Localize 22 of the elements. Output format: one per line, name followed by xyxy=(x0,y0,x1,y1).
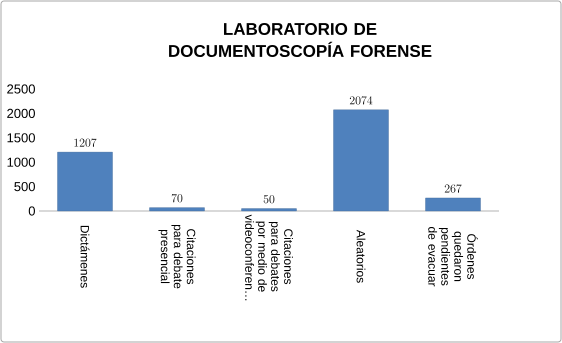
y-tick-label: 0 xyxy=(28,206,35,216)
data-label: 267 xyxy=(444,184,462,193)
chart-title: LABORATORIO DE DOCUMENTOSCOPÍA FORENSE xyxy=(169,22,432,58)
y-tick-label: 2000 xyxy=(7,108,35,118)
x-tick-label: Aleatorios xyxy=(356,230,366,283)
x-tick-label: Dictámenes xyxy=(80,226,90,288)
y-tick-label: 1000 xyxy=(8,158,35,167)
data-label: 2074 xyxy=(350,96,372,105)
y-tick-label: 2500 xyxy=(7,84,35,94)
bar xyxy=(57,152,113,212)
bar xyxy=(425,198,481,212)
data-label: 50 xyxy=(264,195,274,204)
y-tick-label: 500 xyxy=(14,182,35,192)
x-tick-label: Órdenes quedaron pendientes de evacuar xyxy=(428,227,478,286)
bar xyxy=(149,207,205,212)
x-tick-label: Citaciones para debate presencial xyxy=(158,224,196,288)
data-label: 70 xyxy=(172,194,182,202)
data-label: 1207 xyxy=(74,138,97,147)
bar xyxy=(333,110,389,212)
y-tick-label: 1500 xyxy=(8,133,35,142)
bar xyxy=(241,208,297,212)
x-tick-label: Citaciones para debates por medio de videoconferen… xyxy=(245,214,293,300)
